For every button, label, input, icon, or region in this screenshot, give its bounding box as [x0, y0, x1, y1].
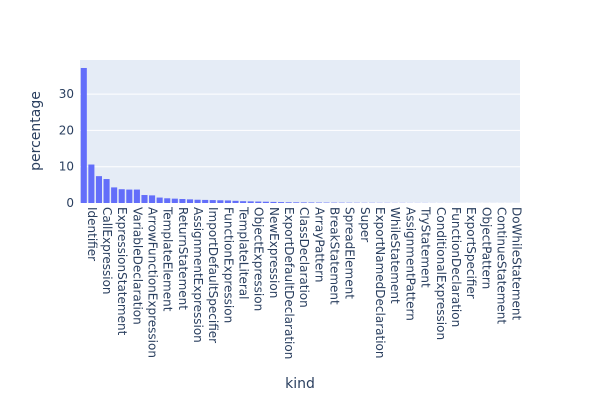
x-tick-label: Super [358, 207, 372, 242]
bar [255, 201, 262, 203]
y-tick-label: 0 [66, 196, 74, 210]
x-tick-label: TryStatement [419, 206, 433, 288]
x-tick-label: Identifier [85, 207, 99, 261]
x-tick-label: WhileStatement [388, 207, 402, 304]
x-tick-label: ExportDefaultDeclaration [282, 207, 296, 359]
bar [118, 189, 125, 203]
x-tick-label: ArrayPattern [312, 207, 326, 283]
bar [224, 200, 231, 203]
bar [156, 197, 163, 203]
bar [300, 202, 307, 203]
bar [126, 189, 133, 203]
bar [103, 179, 110, 203]
y-tick-label: 20 [59, 123, 74, 137]
x-tick-label: ConditionalExpression [434, 207, 448, 340]
x-tick-label: NewExpression [267, 207, 281, 298]
bar [95, 176, 102, 203]
bar [133, 189, 140, 203]
x-tick-label: ExpressionStatement [115, 207, 129, 336]
bar [164, 198, 171, 203]
bar [308, 202, 315, 203]
bar [186, 199, 194, 203]
bar [171, 198, 178, 203]
x-tick-label: ClassDeclaration [297, 207, 311, 308]
x-tick-label: TemplateLiteral [237, 206, 251, 299]
x-tick-label: SpreadElement [343, 207, 357, 299]
x-tick-label: ObjectPattern [479, 207, 493, 289]
x-tick-label: ObjectExpression [252, 207, 266, 311]
bar [209, 200, 216, 203]
bar [179, 199, 186, 203]
x-tick-label: BreakStatement [328, 207, 342, 305]
bar [240, 201, 247, 203]
x-tick-label: ContinueStatement [494, 207, 508, 324]
x-tick-label: AssignmentPattern [403, 207, 417, 321]
bar [217, 200, 224, 203]
x-tick-label: DoWhileStatement [510, 207, 524, 321]
x-tick-label: ArrowFunctionExpression [145, 207, 159, 358]
bar [247, 201, 254, 203]
bar [202, 199, 209, 203]
bar [141, 195, 148, 203]
bar [285, 202, 292, 203]
bar [278, 202, 285, 203]
bar [111, 187, 118, 203]
y-axis-title: percentage [28, 91, 44, 171]
bar [88, 164, 95, 203]
bar [270, 201, 277, 203]
x-tick-label: TemplateElement [161, 206, 175, 312]
x-tick-label: ExportNamedDeclaration [373, 207, 387, 358]
bar [232, 200, 239, 203]
bar [293, 202, 300, 203]
x-tick-label: CallExpression [100, 207, 114, 295]
bar [149, 195, 156, 203]
x-tick-label: AssignmentExpression [191, 207, 205, 343]
bar [194, 199, 201, 203]
x-axis-title: kind [285, 376, 315, 392]
bar [262, 201, 269, 203]
bar [80, 67, 87, 203]
x-tick-label: ExportSpecifier [464, 207, 478, 299]
y-tick-label: 10 [59, 160, 74, 174]
plot-area [80, 60, 520, 203]
y-tick-label: 30 [59, 87, 74, 101]
x-tick-label: ImportDefaultSpecifier [206, 207, 220, 343]
x-tick-label: FunctionExpression [221, 207, 235, 323]
x-tick-label: FunctionDeclaration [449, 207, 463, 327]
x-tick-label: ReturnStatement [176, 207, 190, 310]
x-tick-label: VariableDeclaration [130, 207, 144, 325]
